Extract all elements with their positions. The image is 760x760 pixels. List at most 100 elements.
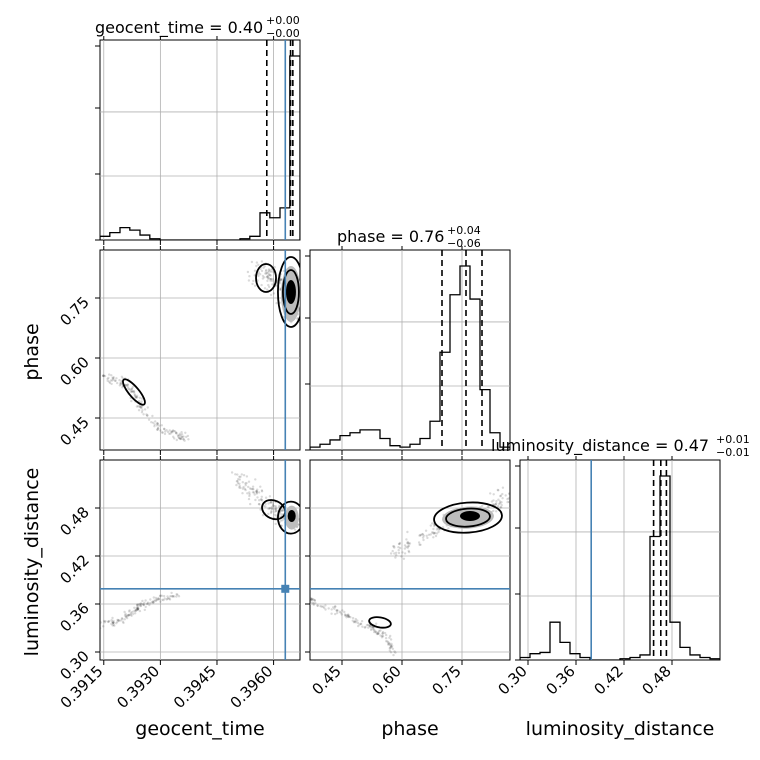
contour-inner: [282, 269, 300, 315]
scatter-point: [156, 422, 159, 425]
scatter-point: [155, 424, 159, 427]
scatter-point: [269, 501, 273, 504]
scatter-point: [127, 614, 130, 617]
panel-geocent-time-hist: [99, 39, 301, 241]
scatter-point: [324, 604, 327, 607]
scatter-point: [168, 432, 171, 435]
scatter-point: [278, 505, 281, 508]
scatter-point: [255, 489, 258, 493]
scatter-point: [241, 492, 244, 495]
scatter-point: [432, 527, 435, 531]
scatter-point: [180, 433, 184, 436]
scatter-point: [175, 438, 178, 442]
scatter-point: [303, 309, 305, 311]
quantile-lines: [265, 40, 668, 660]
scatter-point: [279, 278, 282, 281]
scatter-point: [269, 279, 272, 282]
scatter-point: [407, 550, 411, 554]
scatter-point: [384, 637, 388, 640]
scatter-point: [167, 596, 170, 600]
scatter-point: [249, 502, 252, 506]
scatter-point: [142, 603, 145, 606]
scatter-point: [432, 536, 435, 539]
scatter-point: [136, 607, 139, 610]
scatter-point: [271, 502, 275, 505]
scatter-point: [338, 610, 341, 613]
scatter-point: [169, 595, 172, 598]
scatter-point: [256, 496, 259, 499]
scatter-point: [334, 612, 337, 616]
scatter-point: [173, 595, 176, 598]
scatter-point: [433, 524, 436, 528]
scatter-point: [238, 478, 241, 481]
scatter-point: [499, 494, 502, 497]
scatter-point: [172, 429, 175, 433]
scatter-point: [322, 605, 325, 608]
scatter-point: [274, 507, 277, 510]
scatter-point: [173, 437, 176, 440]
scatter-point: [500, 501, 503, 504]
scatter-point: [121, 617, 124, 621]
scatter-point: [265, 268, 268, 272]
scatter-point: [259, 498, 263, 501]
contour-side: [261, 499, 287, 521]
title-luminosity-distance: luminosity_distance = 0.47: [491, 436, 709, 456]
scatter-point: [107, 620, 110, 624]
scatter-point: [145, 413, 148, 416]
scatter-point: [378, 629, 381, 633]
scatter-point: [273, 510, 277, 513]
scatter-p21: [310, 597, 397, 657]
scatter-point: [153, 425, 156, 428]
scatter-point: [492, 499, 495, 502]
scatter-point: [123, 614, 127, 617]
scatter-point: [137, 399, 141, 403]
scatter-point: [143, 601, 146, 605]
panel-distance-vs-phase: [309, 459, 511, 661]
scatter-point: [179, 437, 182, 441]
scatter-point: [344, 614, 347, 617]
scatter-point: [255, 264, 258, 268]
scatter-point: [481, 504, 484, 508]
scatter-point: [171, 595, 175, 598]
scatter-point: [345, 616, 348, 619]
scatter-point: [515, 485, 517, 487]
scatter-point: [494, 503, 497, 506]
scatter-point: [365, 624, 369, 627]
scatter-point: [279, 519, 283, 522]
scatter-point: [310, 601, 312, 604]
scatter-point: [251, 491, 255, 494]
scatter-point: [279, 278, 283, 282]
scatter-point: [375, 622, 378, 625]
scatter-point: [354, 617, 357, 621]
scatter-point: [347, 615, 350, 619]
scatter-point: [403, 547, 407, 550]
scatter-point: [267, 273, 271, 276]
scatter-point: [266, 275, 269, 278]
scatter-point: [379, 634, 382, 637]
scatter-point: [429, 524, 432, 527]
scatter-point: [351, 616, 355, 620]
scatter-point: [175, 593, 178, 596]
scatter-point: [270, 505, 273, 509]
scatter-point: [334, 605, 337, 608]
scatter-point: [139, 604, 142, 607]
scatter-point: [155, 598, 159, 601]
grid-p11: [310, 250, 510, 450]
scatter-point: [137, 409, 141, 412]
scatter-point: [118, 619, 121, 623]
scatter-point: [244, 484, 247, 487]
scatter-point: [128, 609, 131, 612]
scatter-point: [302, 308, 304, 310]
scatter-p20: [100, 591, 181, 630]
scatter-point: [126, 614, 129, 618]
scatter-point: [336, 611, 339, 615]
scatter-point: [138, 603, 141, 607]
scatter-point: [421, 536, 425, 539]
scatter-point: [238, 484, 241, 488]
scatter-point: [130, 387, 134, 391]
scatter-point: [316, 604, 319, 608]
scatter-point: [146, 602, 149, 605]
scatter-point: [154, 420, 157, 423]
scatter-point: [126, 614, 129, 617]
histogram-phase: [310, 265, 510, 450]
